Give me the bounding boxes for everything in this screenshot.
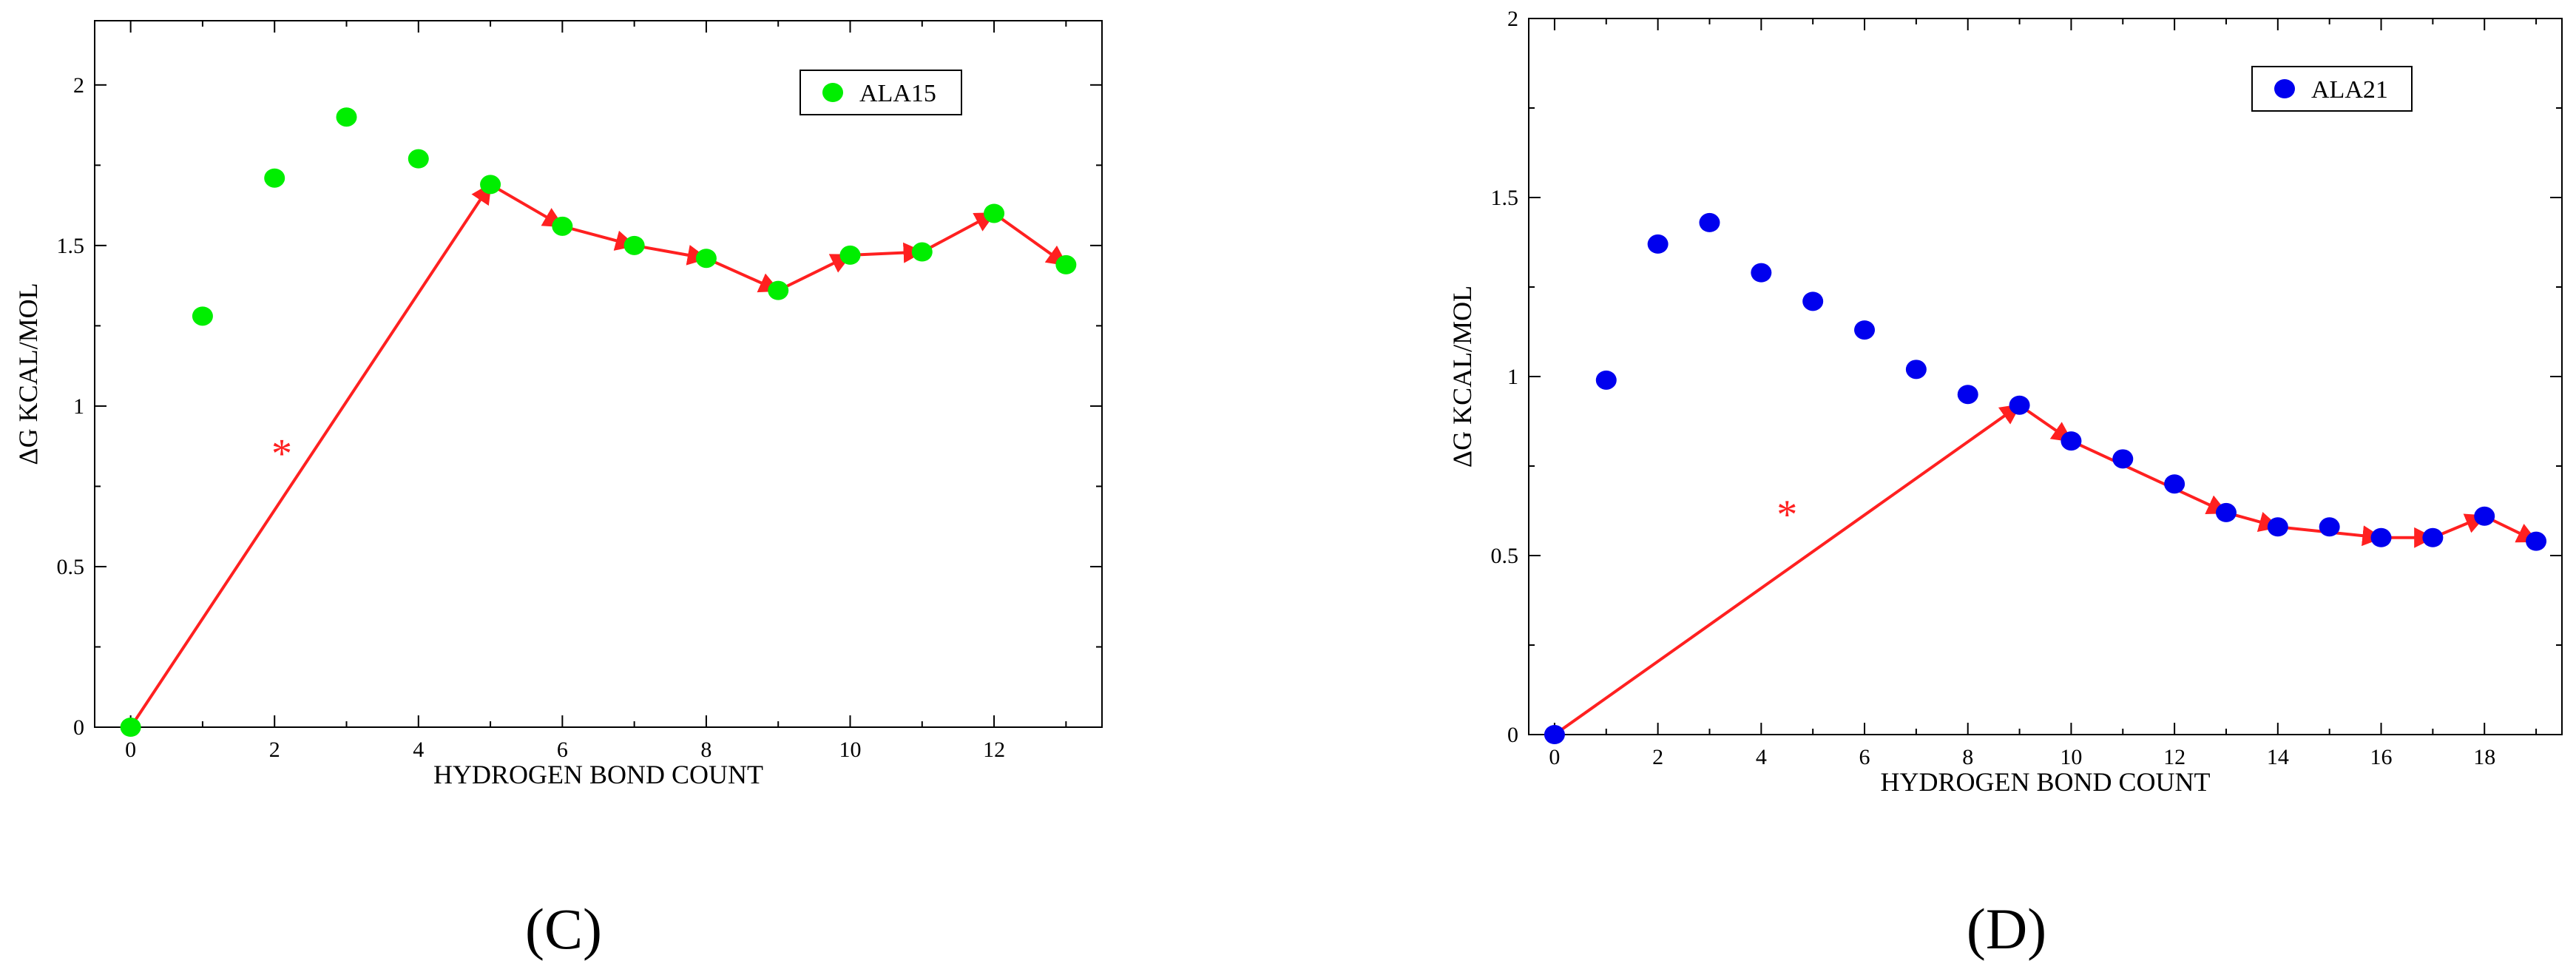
path-arrow — [129, 183, 492, 729]
data-point — [1595, 370, 1617, 390]
data-point — [2112, 449, 2134, 469]
panel-label: (D) — [1967, 897, 2046, 961]
y-tick-label: 1 — [73, 394, 84, 419]
panel-label: (C) — [525, 897, 602, 961]
data-point — [1854, 320, 1876, 340]
annotation-asterisk: * — [271, 431, 292, 476]
x-tick-label: 12 — [983, 738, 1005, 762]
data-point — [2370, 527, 2392, 547]
y-tick-label: 0.5 — [57, 555, 85, 579]
y-tick-label: 2 — [73, 73, 84, 98]
data-point — [1802, 291, 1824, 311]
data-point — [2526, 531, 2547, 551]
data-point — [1544, 725, 1565, 744]
x-tick-label: 6 — [1859, 745, 1870, 769]
x-tick-label: 16 — [2370, 745, 2393, 769]
y-tick-label: 2 — [1507, 7, 1518, 31]
data-point — [1751, 263, 1772, 283]
data-point — [192, 306, 213, 326]
x-tick-label: 8 — [1962, 745, 1973, 769]
legend: ALA21 — [2251, 66, 2413, 112]
x-tick-label: 2 — [269, 738, 280, 762]
x-tick-label: 4 — [1756, 745, 1767, 769]
data-point — [2422, 527, 2444, 547]
data-point — [120, 718, 141, 737]
path-arrow — [777, 254, 853, 292]
path-arrow — [993, 212, 1068, 266]
x-tick-label: 4 — [413, 738, 424, 762]
x-tick-label: 0 — [1549, 745, 1560, 769]
path-arrow — [490, 183, 564, 228]
data-point — [2061, 431, 2082, 451]
path-arrow — [561, 224, 637, 251]
legend-marker — [822, 83, 843, 102]
data-point — [2215, 502, 2237, 522]
plot-frame — [1528, 18, 2563, 735]
data-point — [552, 216, 573, 236]
path-arrow — [921, 212, 996, 254]
path-arrow — [706, 257, 780, 293]
data-point — [1055, 254, 1077, 274]
data-point — [911, 242, 933, 262]
x-tick-label: 10 — [2060, 745, 2082, 769]
y-tick-label: 0 — [1507, 723, 1518, 747]
plot-frame — [94, 20, 1103, 728]
x-tick-label: 18 — [2473, 745, 2495, 769]
data-point — [408, 149, 429, 169]
annotation-asterisk: * — [1777, 492, 1797, 538]
data-point — [1647, 234, 1669, 254]
data-point — [2319, 517, 2340, 537]
x-tick-label: 14 — [2267, 745, 2289, 769]
x-tick-label: 10 — [839, 738, 862, 762]
y-axis-label: ΔG KCAL/MOL — [1447, 286, 1477, 468]
chart-panel-c: 0 2 4 6 8 10 12 0 0.5 1 1.5 2 HYDROGEN BOND COUNT ΔG … — [13, 20, 1103, 961]
legend: ALA15 — [799, 70, 962, 115]
y-tick-label: 1.5 — [57, 234, 85, 258]
data-point — [984, 203, 1005, 223]
data-point — [264, 168, 285, 188]
data-point — [1699, 212, 1720, 232]
x-tick-label: 12 — [2163, 745, 2185, 769]
x-tick-label: 2 — [1652, 745, 1663, 769]
data-point — [839, 245, 861, 265]
x-axis-label: HYDROGEN BOND COUNT — [1881, 767, 2211, 797]
path-arrow — [2018, 404, 2073, 442]
data-point — [768, 280, 789, 300]
data-point — [2474, 506, 2495, 526]
data-point — [2164, 474, 2185, 494]
y-tick-label: 0.5 — [1491, 544, 1519, 568]
path-arrow — [634, 243, 709, 266]
path-arrow — [850, 242, 924, 263]
x-tick-label: 0 — [125, 738, 136, 762]
data-point — [336, 107, 357, 127]
y-tick-label: 0 — [73, 715, 84, 740]
data-point — [623, 235, 645, 255]
y-axis-label: ΔG KCAL/MOL — [13, 283, 43, 465]
data-point — [695, 249, 717, 269]
path-arrow — [2070, 439, 2228, 515]
y-tick-label: 1 — [1507, 365, 1518, 389]
legend-label: ALA21 — [2311, 76, 2388, 104]
x-axis-label: HYDROGEN BOND COUNT — [433, 760, 763, 789]
x-tick-label: 8 — [700, 738, 711, 762]
data-point — [1905, 360, 1927, 379]
data-point — [480, 175, 501, 195]
legend-label: ALA15 — [859, 80, 936, 107]
y-tick-label: 1.5 — [1491, 186, 1519, 210]
path-arrow — [1553, 404, 2021, 736]
chart-panel-d: 0 2 4 6 8 10 12 14 16 18 0 0.5 1 1.5 2 HYDROGEN BOND CO… — [1447, 7, 2563, 961]
data-point — [1957, 385, 1978, 405]
data-point — [2009, 395, 2030, 415]
x-tick-label: 6 — [557, 738, 568, 762]
data-point — [2267, 517, 2288, 537]
legend-marker — [2274, 79, 2295, 98]
